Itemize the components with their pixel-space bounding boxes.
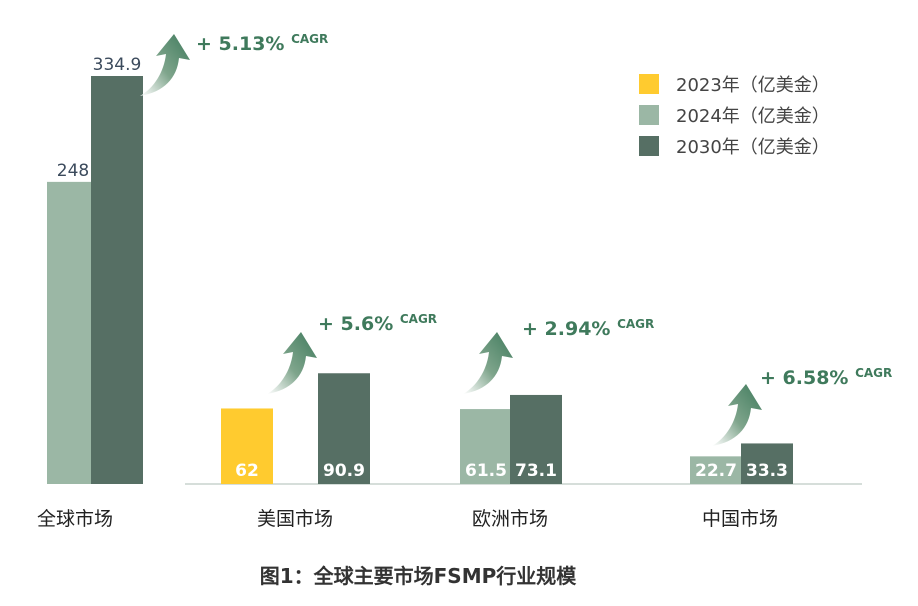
- x-tick-label: 欧洲市场: [472, 508, 548, 530]
- data-label: 334.9: [93, 55, 142, 75]
- legend: 2023年（亿美金） 2024年（亿美金） 2030年（亿美金）: [639, 74, 830, 158]
- bar-美国市场-0: [221, 408, 273, 484]
- bar-中国市场-2: [741, 443, 793, 484]
- bar-中国市场-1: [690, 456, 742, 484]
- cagr-label: + 5.6% CAGR: [318, 312, 437, 335]
- data-label: 22.7: [695, 461, 737, 481]
- x-tick-label: 美国市场: [257, 508, 333, 530]
- cagr-label: + 5.13% CAGR: [196, 32, 328, 55]
- bar-全球市场-2: [91, 76, 143, 484]
- data-label: 61.5: [465, 461, 507, 481]
- legend-swatch: [639, 136, 659, 156]
- cagr-label: + 6.58% CAGR: [760, 366, 892, 389]
- growth-arrow-icon: [463, 332, 513, 394]
- x-tick-label: 全球市场: [37, 508, 113, 530]
- data-label: 73.1: [515, 461, 557, 481]
- bar-全球市场-1: [47, 181, 99, 484]
- data-label: 33.3: [746, 461, 788, 481]
- bar-欧洲市场-1: [460, 409, 512, 484]
- data-label: 90.9: [323, 461, 365, 481]
- legend-swatch: [639, 74, 659, 94]
- cagr-label: + 2.94% CAGR: [522, 317, 654, 340]
- legend-label: 2023年（亿美金）: [676, 75, 830, 96]
- growth-arrow-icon: [140, 34, 190, 96]
- growth-arrow-icon: [712, 384, 762, 446]
- data-label: 62: [235, 461, 259, 481]
- data-label: 248: [57, 161, 89, 181]
- chart-title: 图1：全球主要市场FSMP行业规模: [260, 564, 578, 588]
- legend-swatch: [639, 105, 659, 125]
- legend-label: 2024年（亿美金）: [676, 106, 830, 127]
- legend-label: 2030年（亿美金）: [676, 137, 830, 158]
- bar-美国市场-2: [318, 373, 370, 484]
- x-tick-label: 中国市场: [702, 508, 778, 530]
- bar-欧洲市场-2: [510, 394, 562, 484]
- growth-arrow-icon: [267, 332, 317, 394]
